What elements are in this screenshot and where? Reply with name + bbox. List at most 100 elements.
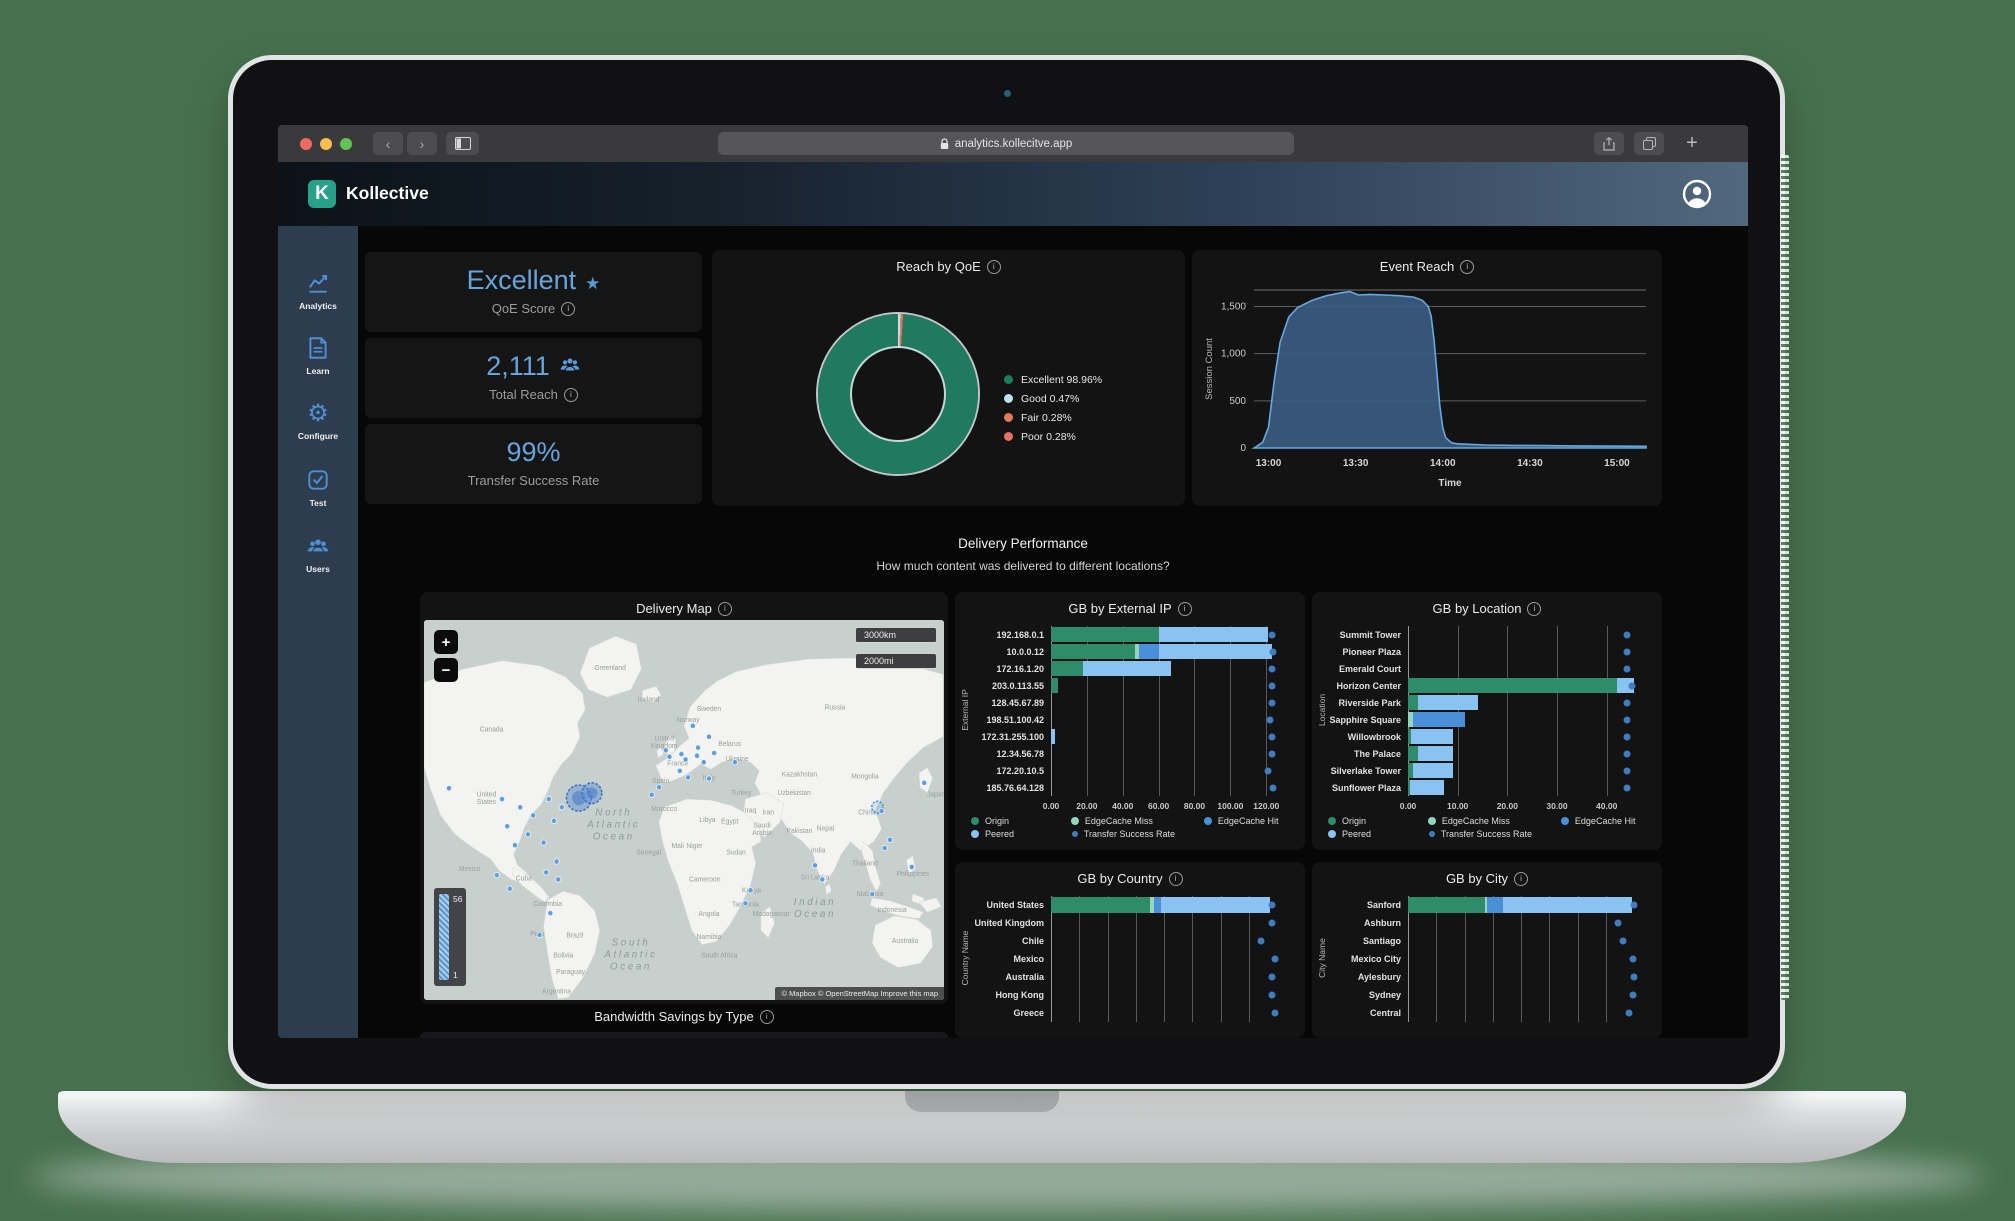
legend-item[interactable]: Peered	[1328, 829, 1428, 839]
legend-item[interactable]: EdgeCache Hit	[1560, 816, 1656, 826]
info-icon[interactable]	[1527, 601, 1542, 616]
legend-swatch	[1070, 817, 1079, 825]
info-icon[interactable]	[1460, 259, 1475, 274]
legend-item[interactable]: EdgeCache Miss	[1427, 816, 1561, 826]
tab-overview-button[interactable]	[1634, 132, 1664, 155]
sidebar-item-users[interactable]: Users	[278, 533, 358, 574]
map-label: Paraguay	[556, 969, 585, 976]
map-dot-marker[interactable]	[747, 887, 754, 894]
map-dot-marker[interactable]	[705, 775, 712, 782]
legend-item[interactable]: Peered	[971, 829, 1071, 839]
map-dot-marker[interactable]	[551, 817, 557, 824]
sidebar-item-learn[interactable]: Learn	[278, 335, 358, 376]
sidebar-item-analytics[interactable]: Analytics	[278, 270, 358, 311]
map-dot-marker[interactable]	[553, 858, 560, 865]
stat-card-transfer-success-rate: 99% Transfer Success Rate	[365, 424, 702, 504]
map-attribution[interactable]: © Mapbox © OpenStreetMap Improve this ma…	[775, 987, 944, 1000]
map-dot-marker[interactable]	[742, 900, 749, 907]
svg-text:15:00: 15:00	[1604, 458, 1630, 469]
info-icon[interactable]	[561, 301, 576, 316]
document-icon	[278, 335, 358, 361]
map-dot-marker[interactable]	[921, 779, 928, 786]
share-button[interactable]	[1594, 132, 1624, 155]
map-dot-marker[interactable]	[547, 910, 554, 917]
map-dot-marker[interactable]	[666, 753, 673, 760]
zoom-window-button[interactable]	[340, 138, 352, 150]
map-dot-marker[interactable]	[558, 804, 565, 811]
map-dot-marker[interactable]	[819, 876, 826, 883]
info-icon[interactable]	[1168, 871, 1183, 886]
map-dot-marker[interactable]	[517, 804, 524, 811]
sidebar-toggle-button[interactable]	[446, 132, 479, 155]
world-map[interactable]: Greenland Iceland Canada United States Mexico…	[424, 620, 944, 1000]
map-dot-marker[interactable]	[525, 831, 531, 838]
legend-label: Peered	[1342, 829, 1372, 839]
map-dot-marker[interactable]	[694, 752, 700, 759]
sidebar-item-test[interactable]: Test	[278, 467, 358, 508]
map-label: Libya	[699, 817, 715, 824]
legend-label: Origin	[1342, 816, 1367, 826]
map-dot-marker[interactable]	[676, 767, 683, 775]
kollective-logo[interactable]: K	[308, 180, 336, 208]
legend-item[interactable]: Origin	[1328, 816, 1428, 826]
map-dot-marker[interactable]	[682, 756, 689, 763]
map-dot-marker[interactable]	[540, 839, 547, 846]
legend-item[interactable]: Excellent 98.96%	[1004, 370, 1102, 389]
map-dot-marker[interactable]	[886, 836, 893, 843]
info-icon[interactable]	[1177, 601, 1192, 616]
map-dot-marker[interactable]	[545, 796, 552, 803]
legend-item[interactable]: Origin	[971, 816, 1071, 826]
map-dot-marker[interactable]	[499, 796, 505, 803]
map-dot-marker[interactable]	[504, 823, 511, 830]
close-window-button[interactable]	[300, 138, 312, 150]
map-dot-marker[interactable]	[648, 791, 655, 798]
new-tab-button[interactable]: +	[1686, 131, 1698, 154]
address-bar[interactable]: analytics.kollecitve.app	[718, 132, 1294, 155]
map-dot-marker[interactable]	[678, 750, 685, 758]
map-dot-marker[interactable]	[881, 844, 888, 852]
map-zoom-in-button[interactable]: +	[434, 630, 458, 654]
legend-item[interactable]: Transfer Success Rate	[1428, 829, 1561, 839]
info-icon[interactable]	[563, 387, 578, 402]
map-dot-marker[interactable]	[700, 759, 707, 766]
map-dot-marker[interactable]	[705, 733, 712, 740]
map-dot-marker[interactable]	[695, 744, 702, 751]
map-dot-marker[interactable]	[908, 863, 915, 871]
info-icon[interactable]	[717, 601, 732, 616]
map-dot-marker[interactable]	[685, 774, 692, 781]
map-dot-marker[interactable]	[878, 807, 885, 815]
map-zoom-out-button[interactable]: −	[434, 658, 458, 682]
map-dot-marker[interactable]	[812, 862, 819, 869]
info-icon[interactable]	[986, 259, 1001, 274]
user-avatar[interactable]	[1682, 179, 1712, 209]
map-dot-marker[interactable]	[493, 872, 500, 879]
y-axis-label: External IP	[960, 689, 970, 731]
legend-item[interactable]: Transfer Success Rate	[1071, 829, 1204, 839]
minimize-window-button[interactable]	[320, 138, 332, 150]
map-dot-marker[interactable]	[689, 722, 696, 729]
legend-item[interactable]: Poor 0.28%	[1004, 427, 1102, 446]
map-dot-marker[interactable]	[506, 885, 513, 892]
legend-item[interactable]: EdgeCache Miss	[1070, 816, 1204, 826]
legend-item[interactable]: Good 0.47%	[1004, 389, 1102, 408]
map-dot-marker[interactable]	[662, 747, 669, 754]
back-button[interactable]: ‹	[373, 132, 403, 155]
forward-button[interactable]: ›	[407, 132, 437, 155]
map-dot-marker[interactable]	[543, 869, 550, 876]
map-dot-marker[interactable]	[731, 759, 738, 766]
map-dot-marker[interactable]	[445, 785, 452, 792]
map-label: South Atlantic Ocean	[603, 938, 657, 973]
map-dot-marker[interactable]	[555, 876, 562, 883]
legend-item[interactable]: EdgeCache Hit	[1203, 816, 1299, 826]
sidebar-item-configure[interactable]: ⚙ Configure	[278, 400, 358, 441]
info-icon[interactable]	[759, 1009, 774, 1024]
map-dot-marker[interactable]	[536, 931, 543, 938]
map-dot-marker[interactable]	[656, 784, 663, 791]
map-dot-marker[interactable]	[512, 842, 518, 849]
legend-item[interactable]: Fair 0.28%	[1004, 408, 1102, 427]
sidebar-item-label: Learn	[306, 366, 330, 376]
map-dot-marker[interactable]	[530, 812, 537, 819]
info-icon[interactable]	[1514, 871, 1529, 886]
map-dot-marker[interactable]	[869, 891, 876, 898]
map-dot-marker[interactable]	[711, 749, 718, 757]
